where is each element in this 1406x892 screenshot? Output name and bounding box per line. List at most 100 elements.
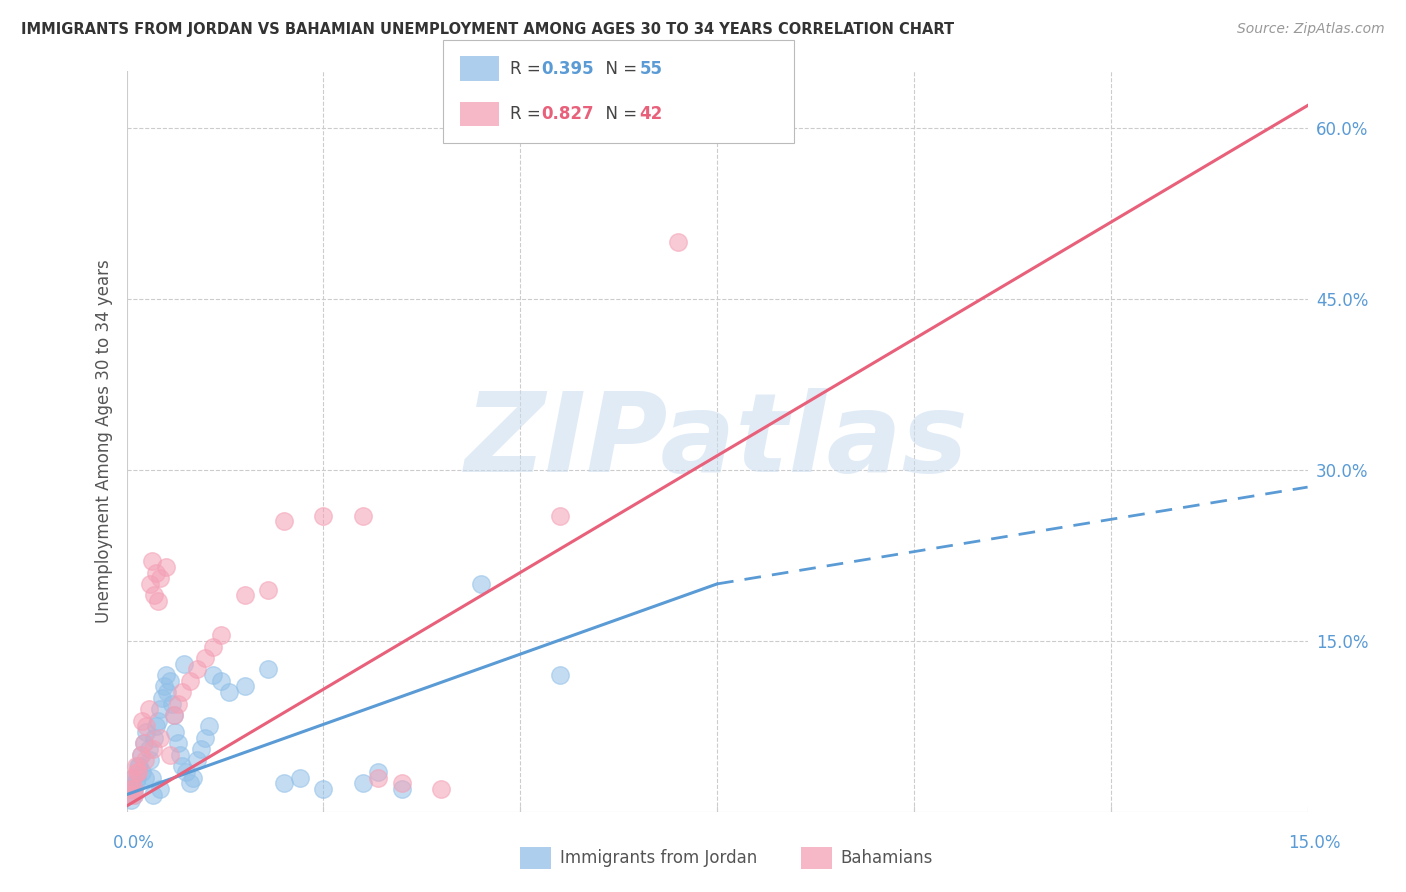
Point	[156, 685, 179, 699]
Point	[218, 685, 240, 699]
Point	[131, 764, 153, 779]
Point	[198, 719, 221, 733]
Text: 55: 55	[640, 60, 662, 78]
Point	[149, 731, 172, 745]
Point	[125, 776, 148, 790]
Point	[135, 725, 157, 739]
Point	[120, 781, 142, 796]
Text: 0.395: 0.395	[541, 60, 593, 78]
Text: IMMIGRANTS FROM JORDAN VS BAHAMIAN UNEMPLOYMENT AMONG AGES 30 TO 34 YEARS CORREL: IMMIGRANTS FROM JORDAN VS BAHAMIAN UNEMP…	[21, 22, 955, 37]
Point	[173, 657, 195, 671]
Point	[170, 759, 193, 773]
Text: R =: R =	[510, 105, 547, 123]
Point	[190, 742, 212, 756]
Text: ZIPatlas: ZIPatlas	[465, 388, 969, 495]
Point	[160, 697, 183, 711]
Point	[153, 680, 176, 694]
Point	[165, 725, 187, 739]
Point	[138, 742, 160, 756]
Point	[233, 680, 256, 694]
Point	[391, 776, 413, 790]
Point	[548, 668, 571, 682]
Text: N =: N =	[595, 105, 643, 123]
Point	[125, 771, 148, 785]
Point	[194, 651, 217, 665]
Point	[127, 764, 149, 779]
Text: N =: N =	[595, 60, 643, 78]
Text: R =: R =	[510, 60, 547, 78]
Point	[134, 771, 156, 785]
Point	[367, 771, 389, 785]
Point	[352, 776, 374, 790]
Point	[352, 508, 374, 523]
Point	[163, 707, 186, 722]
Point	[141, 742, 163, 756]
Point	[430, 781, 453, 796]
Point	[135, 719, 157, 733]
Point	[122, 781, 145, 796]
Point	[120, 781, 142, 796]
Text: 0.827: 0.827	[541, 105, 593, 123]
Point	[155, 668, 177, 682]
Point	[125, 764, 148, 779]
Y-axis label: Unemployment Among Ages 30 to 34 years: Unemployment Among Ages 30 to 34 years	[94, 260, 112, 624]
Point	[132, 736, 155, 750]
Point	[146, 714, 169, 728]
Point	[143, 588, 166, 602]
Point	[202, 668, 225, 682]
Point	[159, 747, 181, 762]
Point	[170, 685, 193, 699]
Point	[179, 776, 201, 790]
Point	[367, 764, 389, 779]
Point	[146, 594, 169, 608]
Point	[141, 771, 163, 785]
Point	[186, 754, 208, 768]
Point	[312, 781, 335, 796]
Point	[166, 736, 188, 750]
Point	[273, 514, 295, 528]
Point	[391, 781, 413, 796]
Text: Source: ZipAtlas.com: Source: ZipAtlas.com	[1237, 22, 1385, 37]
Point	[141, 788, 163, 802]
Text: Bahamians: Bahamians	[841, 849, 934, 867]
Point	[125, 759, 148, 773]
Point	[150, 690, 173, 705]
Point	[257, 662, 280, 676]
Point	[470, 577, 492, 591]
Text: Immigrants from Jordan: Immigrants from Jordan	[560, 849, 756, 867]
Point	[209, 673, 232, 688]
Point	[312, 508, 335, 523]
Text: 0.0%: 0.0%	[112, 834, 155, 852]
Point	[132, 736, 155, 750]
Point	[120, 788, 142, 802]
Point	[124, 781, 146, 796]
Point	[194, 731, 217, 745]
Point	[209, 628, 232, 642]
Point	[129, 747, 152, 762]
Point	[155, 559, 177, 574]
Point	[179, 673, 201, 688]
Point	[122, 788, 145, 802]
Point	[145, 566, 167, 580]
Point	[121, 771, 143, 785]
Point	[138, 702, 160, 716]
Point	[186, 662, 208, 676]
Point	[128, 759, 150, 773]
Point	[145, 719, 167, 733]
Point	[666, 235, 689, 250]
Point	[139, 577, 162, 591]
Point	[134, 754, 156, 768]
Point	[233, 588, 256, 602]
Point	[288, 771, 311, 785]
Point	[149, 571, 172, 585]
Point	[149, 781, 172, 796]
Text: 42: 42	[640, 105, 664, 123]
Point	[149, 702, 172, 716]
Point	[121, 771, 143, 785]
Point	[131, 714, 153, 728]
Point	[202, 640, 225, 654]
Point	[127, 759, 149, 773]
Point	[124, 788, 146, 802]
Point	[273, 776, 295, 790]
Text: 15.0%: 15.0%	[1288, 834, 1341, 852]
